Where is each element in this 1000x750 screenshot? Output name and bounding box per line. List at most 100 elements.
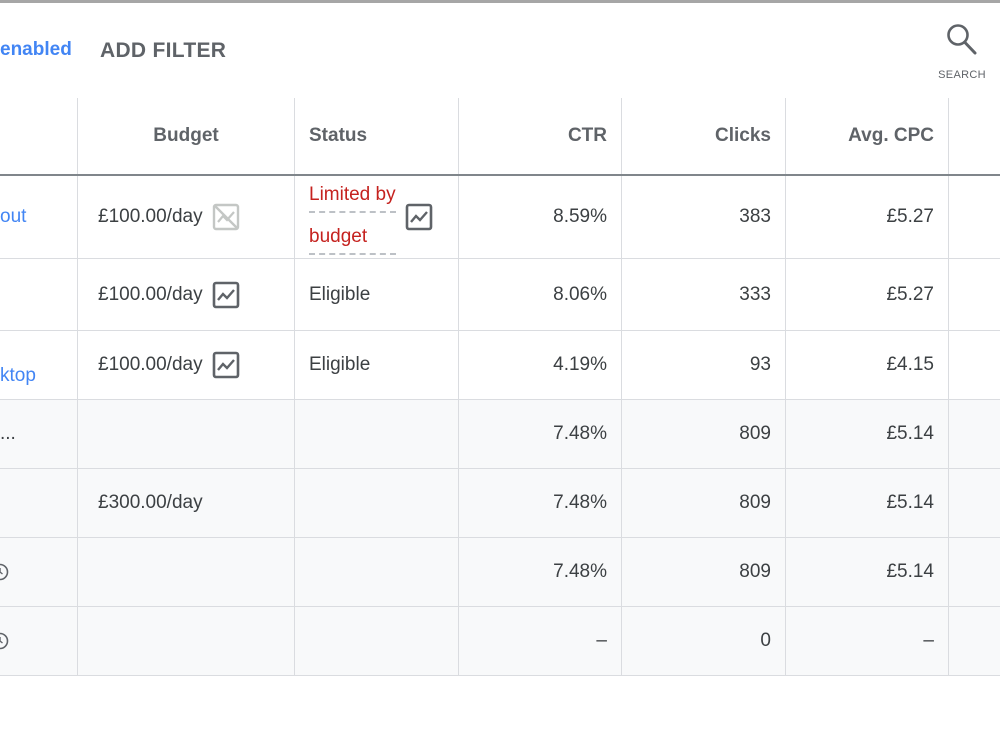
status-cell [295, 469, 458, 537]
column-divider [294, 538, 295, 606]
status-cell [295, 538, 458, 606]
column-divider [458, 469, 459, 537]
budget-value: £100.00/day [98, 206, 203, 227]
column-divider [785, 331, 786, 399]
header-budget[interactable]: Budget [153, 125, 219, 146]
chart-icon[interactable] [211, 280, 241, 310]
avg-cpc-cell: – [923, 630, 934, 651]
search-button[interactable]: SEARCH [930, 21, 994, 85]
column-divider [785, 259, 786, 330]
column-divider [294, 176, 295, 258]
table-row: ... 7.48% 809 £5.14 [0, 400, 1000, 469]
clicks-cell: 809 [739, 492, 771, 513]
column-divider [785, 538, 786, 606]
table-row: ktop £100.00/day Eligible 4.19% 93 £4.15 [0, 331, 1000, 400]
table-header-row: Budget Status CTR Clicks Avg. CPC [0, 98, 1000, 176]
header-clicks[interactable]: Clicks [715, 125, 771, 146]
budget-cell: £300.00/day [98, 492, 203, 513]
column-divider [621, 538, 622, 606]
column-divider [785, 607, 786, 675]
chart-disabled-icon[interactable] [211, 202, 241, 232]
table-row: £100.00/day Eligible 8.06% 333 £5.27 [0, 259, 1000, 331]
column-divider [458, 607, 459, 675]
table-row: 7.48% 809 £5.14 [0, 538, 1000, 607]
campaign-name-cell [0, 259, 77, 330]
column-divider [77, 400, 78, 468]
campaign-name-cell: ktop [0, 331, 77, 399]
clicks-cell: 333 [739, 283, 771, 305]
clicks-cell: 0 [760, 630, 771, 651]
column-divider [948, 98, 949, 174]
column-divider [948, 538, 949, 606]
table-row: out £100.00/day Limited by budget [0, 176, 1000, 259]
column-divider [294, 400, 295, 468]
column-divider [77, 538, 78, 606]
avg-cpc-cell: £5.14 [886, 423, 934, 444]
campaign-name-cell: ... [0, 400, 77, 468]
header-ctr[interactable]: CTR [567, 125, 607, 146]
chart-icon[interactable] [211, 350, 241, 380]
column-divider [948, 176, 949, 258]
table-row: – 0 – [0, 607, 1000, 676]
limited-by-budget-status[interactable]: Limited by budget [309, 179, 396, 255]
campaign-name[interactable]: out [0, 206, 27, 227]
top-border [0, 0, 1000, 3]
column-divider [458, 400, 459, 468]
column-divider [294, 98, 295, 174]
clock-icon [0, 562, 10, 582]
column-divider [785, 400, 786, 468]
status-cell [295, 400, 458, 468]
status-line: budget [309, 221, 396, 255]
status-line: Limited by [309, 179, 396, 213]
column-divider [948, 400, 949, 468]
budget-value: £100.00/day [98, 354, 203, 375]
budget-cell [78, 400, 294, 468]
column-divider [458, 176, 459, 258]
clicks-cell: 809 [739, 423, 771, 444]
table-row: £300.00/day 7.48% 809 £5.14 [0, 469, 1000, 538]
campaign-name[interactable]: ktop [0, 365, 36, 386]
campaign-name: ... [0, 423, 16, 444]
column-divider [621, 607, 622, 675]
header-name-cell [0, 98, 77, 174]
ctr-cell: – [596, 630, 607, 651]
column-divider [948, 259, 949, 330]
budget-cell [78, 607, 294, 675]
column-divider [77, 607, 78, 675]
column-divider [458, 538, 459, 606]
ctr-cell: 8.59% [553, 206, 607, 227]
header-status[interactable]: Status [309, 125, 368, 146]
clicks-cell: 93 [749, 354, 771, 375]
clicks-cell: 809 [739, 561, 771, 582]
search-icon [947, 24, 977, 55]
budget-value: £100.00/day [98, 283, 203, 305]
status-filter-chip[interactable]: enabled [0, 39, 72, 60]
column-divider [948, 607, 949, 675]
column-divider [621, 469, 622, 537]
budget-cell: £100.00/day [78, 331, 294, 399]
budget-cell [78, 538, 294, 606]
chart-icon[interactable] [404, 202, 434, 232]
column-divider [621, 98, 622, 174]
avg-cpc-cell: £4.15 [886, 354, 934, 375]
column-divider [294, 607, 295, 675]
status-cell: Eligible [309, 354, 371, 375]
header-avg-cpc[interactable]: Avg. CPC [848, 125, 934, 146]
column-divider [621, 331, 622, 399]
avg-cpc-cell: £5.27 [886, 206, 934, 227]
add-filter-button[interactable]: ADD FILTER [100, 39, 227, 62]
status-cell: Limited by budget [295, 176, 458, 258]
column-divider [458, 259, 459, 330]
campaigns-table: Budget Status CTR Clicks Avg. CPC out £1… [0, 98, 1000, 676]
table-toolbar: enabled ADD FILTER SEARCH [0, 3, 1000, 98]
budget-cell: £100.00/day [78, 259, 294, 330]
column-divider [621, 259, 622, 330]
ctr-cell: 8.06% [553, 283, 607, 305]
avg-cpc-cell: £5.14 [886, 492, 934, 513]
ctr-cell: 7.48% [553, 561, 607, 582]
search-label: SEARCH [938, 69, 986, 81]
budget-cell: £100.00/day [78, 176, 294, 258]
column-divider [785, 98, 786, 174]
campaign-name-link[interactable]: out [0, 176, 77, 258]
clicks-cell: 383 [739, 206, 771, 227]
